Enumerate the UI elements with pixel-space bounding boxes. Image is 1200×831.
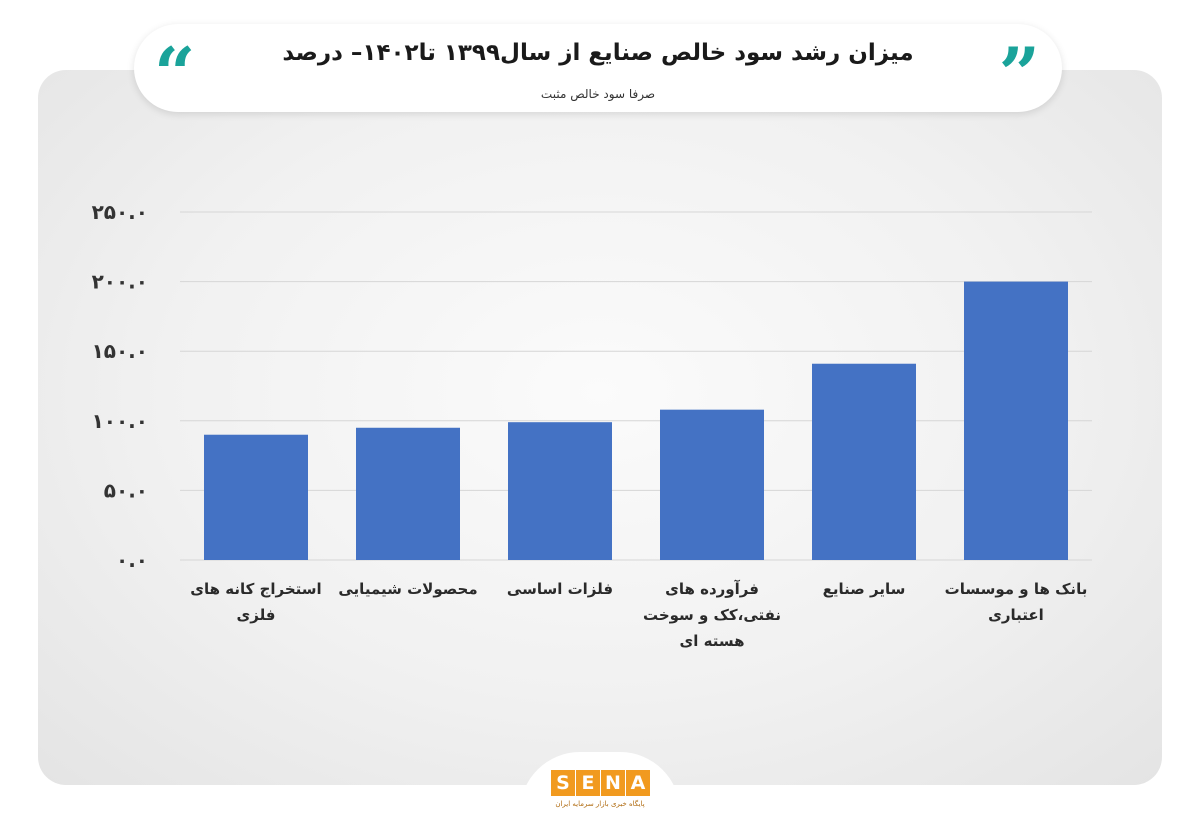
logo-letter: E xyxy=(576,770,600,796)
logo-letter: N xyxy=(601,770,625,796)
x-tick-label: محصولات شیمیایی xyxy=(338,580,478,598)
logo-tagline: پایگاه خبری بازار سرمایه ایران xyxy=(555,800,645,808)
quote-right-icon: ” xyxy=(998,31,1040,116)
bar xyxy=(204,434,308,560)
bar xyxy=(964,281,1068,560)
bar xyxy=(356,427,460,560)
y-tick-label: ۱۰۰.۰ xyxy=(92,409,148,433)
x-tick-label: بانک ها و موسسات اعتباری xyxy=(944,580,1088,624)
y-tick-label: ۵۰.۰ xyxy=(104,478,148,502)
bar xyxy=(660,409,764,560)
quote-left-icon: “ xyxy=(154,31,196,116)
bar xyxy=(812,363,916,560)
title-banner: “ میزان رشد سود خالص صنایع از سال۱۳۹۹ تا… xyxy=(134,24,1062,112)
y-tick-label: ۱۵۰.۰ xyxy=(92,339,148,363)
logo-letter: A xyxy=(626,770,650,796)
y-tick-label: ۲۵۰.۰ xyxy=(92,200,148,224)
x-tick-label: استخراج کانه های فلزی xyxy=(190,580,322,624)
y-tick-label: ۰.۰ xyxy=(116,548,148,572)
bar xyxy=(508,422,612,560)
x-tick-label: فلزات اساسی xyxy=(506,580,614,598)
x-tick-label: سایر صنایع xyxy=(822,580,906,598)
y-tick-label: ۲۰۰.۰ xyxy=(92,270,148,294)
logo-letter: S xyxy=(551,770,575,796)
chart-subtitle: صرفا سود خالص مثبت xyxy=(540,87,656,101)
x-tick-label: فرآورده های نفتی،کک و سوخت هسته ای xyxy=(642,580,782,650)
chart-title: میزان رشد سود خالص صنایع از سال۱۳۹۹ تا۱۴… xyxy=(282,40,914,66)
